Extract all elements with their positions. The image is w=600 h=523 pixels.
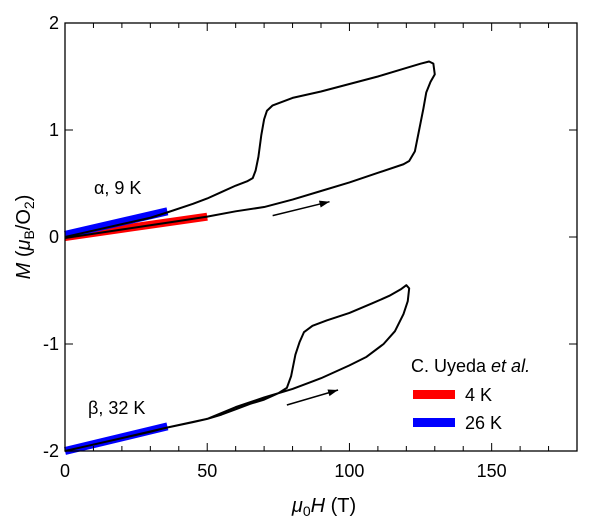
x-tick-label: 100 bbox=[334, 461, 364, 481]
legend: C. Uyeda et al. 4 K 26 K bbox=[411, 356, 530, 433]
chart-marks bbox=[64, 60, 436, 455]
series-line-alpha bbox=[64, 60, 436, 240]
reference-band-alpha-26k bbox=[64, 207, 169, 239]
legend-label-4k: 4 K bbox=[465, 385, 492, 405]
x-axis-label: μ0H (T) bbox=[291, 495, 356, 519]
legend-swatch-4k bbox=[413, 390, 455, 399]
legend-label-26k: 26 K bbox=[465, 413, 502, 433]
annotation-alpha: α, 9 K bbox=[94, 178, 141, 198]
legend-title: C. Uyeda et al. bbox=[411, 356, 530, 376]
y-tick-label: 2 bbox=[49, 13, 59, 33]
arrow-beta bbox=[286, 389, 339, 406]
annotation-beta: β, 32 K bbox=[88, 398, 145, 418]
y-tick-label: 1 bbox=[49, 120, 59, 140]
plot-frame bbox=[64, 22, 578, 452]
x-tick-label: 0 bbox=[60, 461, 70, 481]
y-tick-label: -2 bbox=[43, 441, 59, 461]
arrow-alpha bbox=[272, 200, 330, 217]
tick-labels: 0 50 100 150 2 1 0 -1 -2 bbox=[43, 13, 507, 481]
series-line-beta bbox=[64, 284, 411, 452]
legend-swatch-26k bbox=[413, 418, 455, 427]
x-tick-label: 50 bbox=[197, 461, 217, 481]
y-tick-label: 0 bbox=[49, 227, 59, 247]
y-tick-label: -1 bbox=[43, 334, 59, 354]
y-axis-label: M (μB/O2) bbox=[13, 195, 37, 280]
x-tick-label: 150 bbox=[477, 461, 507, 481]
axis-ticks bbox=[65, 22, 577, 452]
